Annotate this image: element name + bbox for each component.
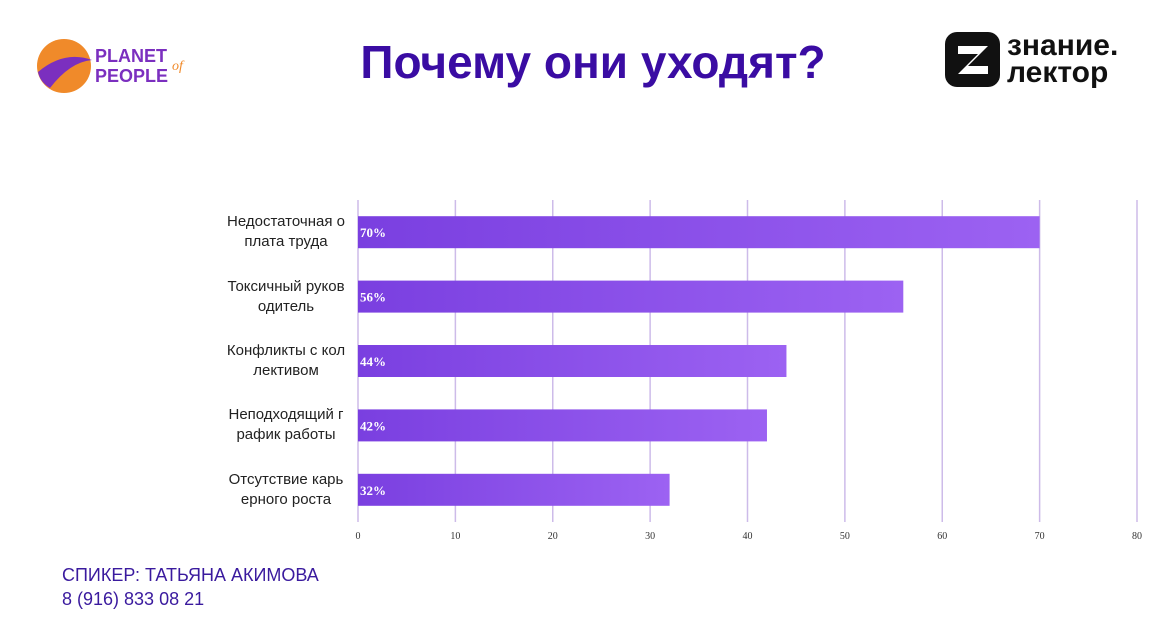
logo-text: of [172, 59, 185, 74]
logo-swoosh [38, 56, 92, 88]
value-label: 56% [360, 290, 386, 305]
speaker: СПИКЕР: ТАТЬЯНА АКИМОВА [62, 565, 319, 585]
x-tick-label: 40 [743, 531, 753, 542]
x-tick-label: 20 [548, 531, 558, 542]
x-tick-label: 10 [450, 531, 460, 542]
x-tick-label: 30 [645, 531, 655, 542]
logo-right: знание. лектор [945, 29, 1118, 89]
logo-text: PLANET [95, 46, 167, 66]
category-label: Конфликты с коллективом [226, 342, 346, 379]
x-tick-label: 0 [356, 531, 361, 542]
x-tick-label: 50 [840, 531, 850, 542]
title: Почему они уходят? [360, 36, 825, 88]
x-tick-label: 60 [937, 531, 947, 542]
logo-left: PLANET PEOPLE of [37, 39, 185, 93]
bar [358, 345, 787, 377]
bar [358, 216, 1040, 249]
x-tick-label: 80 [1132, 531, 1142, 542]
bar [358, 473, 670, 506]
value-label: 70% [360, 225, 386, 240]
logo-text: PEOPLE [95, 66, 168, 86]
x-tick-label: 70 [1035, 531, 1045, 542]
value-label: 44% [360, 354, 386, 369]
category-label: Неподходящий график работы [228, 406, 344, 444]
bar [358, 280, 904, 313]
logo-text: знание. [1007, 29, 1118, 62]
category-label: Отсутствие карьерного роста [228, 470, 344, 508]
value-label: 42% [360, 418, 386, 433]
value-label: 32% [360, 483, 386, 498]
phone: 8 (916) 833 08 21 [62, 589, 205, 609]
category-label: Недостаточная оплата труда [227, 213, 345, 251]
logo-glyph [958, 46, 988, 74]
category-label: Токсичный руководитель [227, 277, 345, 315]
bar [358, 409, 767, 442]
logo-text: лектор [1007, 56, 1108, 89]
